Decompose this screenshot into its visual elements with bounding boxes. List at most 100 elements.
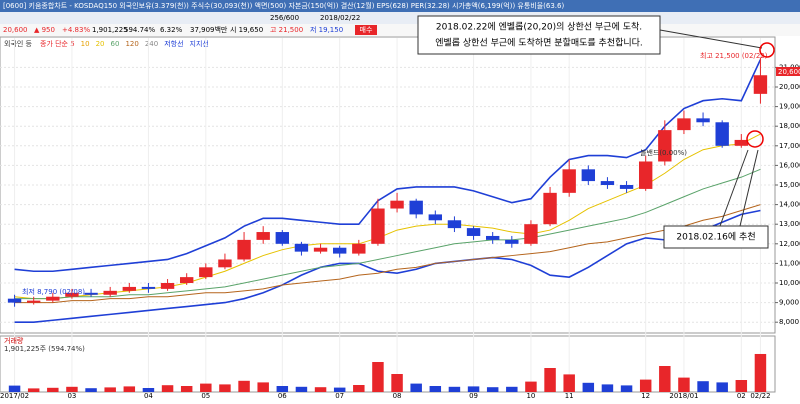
volume-bar xyxy=(544,368,556,392)
candle-body xyxy=(619,185,634,189)
candle-body xyxy=(275,232,290,244)
candle-body xyxy=(390,200,404,209)
quote-item: 37,909백만 xyxy=(190,25,228,34)
quote-item: 20,600 xyxy=(3,26,28,34)
candle-body xyxy=(677,118,691,131)
period[interactable]: 256/600 xyxy=(270,14,299,22)
candle-body xyxy=(46,296,60,301)
volume-bar xyxy=(659,366,671,392)
volume-bar xyxy=(353,385,365,392)
candle-body xyxy=(218,259,232,268)
volume-bar xyxy=(467,386,480,392)
quote-item: 저 19,150 xyxy=(310,25,343,34)
y-tick-label: 10,000 xyxy=(779,279,800,287)
window-title: [0600] 키움종합차트 - KOSDAQ150 외국인보유(3.379(천)… xyxy=(3,1,564,10)
candle-body xyxy=(84,292,98,295)
quote-item: 594.74% xyxy=(124,26,155,34)
legend-item: 60 xyxy=(111,40,120,48)
candle-body xyxy=(562,169,576,193)
legend-item: 20 xyxy=(96,40,105,48)
x-tick-label: 04 xyxy=(144,392,153,400)
x-tick-label: 2018/01 xyxy=(669,392,698,400)
toolbar xyxy=(0,12,800,24)
legend-item: 120 xyxy=(125,40,138,48)
volume-bar xyxy=(754,353,767,392)
y-tick-label: 12,000 xyxy=(779,240,800,248)
y-tick-label: 13,000 xyxy=(779,220,800,228)
candle-body xyxy=(160,283,175,289)
candle-body xyxy=(199,267,213,278)
candle-body xyxy=(103,290,117,295)
candle-body xyxy=(753,75,768,94)
y-tick-label: 14,000 xyxy=(779,201,800,209)
x-tick-label: 2017/02 xyxy=(0,392,29,400)
y-tick-label: 17,000 xyxy=(779,142,800,150)
volume-bar xyxy=(582,382,595,392)
last-price: 20,600 xyxy=(778,68,800,76)
date[interactable]: 2018/02/22 xyxy=(320,14,360,22)
y-tick-label: 9,000 xyxy=(779,299,799,307)
quote-item: ▲ 950 xyxy=(34,26,55,34)
volume-bar xyxy=(391,374,403,392)
candle-body xyxy=(26,300,41,303)
candle-body xyxy=(505,239,519,244)
quote-item: +4.83% xyxy=(62,26,90,34)
series-line xyxy=(14,204,761,304)
candle-body xyxy=(428,214,443,221)
volume-bar xyxy=(238,380,250,392)
volume-bar xyxy=(123,386,136,392)
x-tick-label: 10 xyxy=(526,392,535,400)
y-tick-label: 8,000 xyxy=(779,318,799,326)
candle-body xyxy=(581,169,596,182)
volume-bar xyxy=(314,387,327,392)
volume-bar xyxy=(295,386,308,392)
volume-bar xyxy=(697,381,709,392)
volume-bar xyxy=(27,388,40,392)
annotation: 2018.02.16에 추천 xyxy=(676,232,755,243)
buy-label[interactable]: 매수 xyxy=(360,26,373,34)
y-tick-label: 20,000 xyxy=(779,83,800,91)
annotation-box xyxy=(663,225,769,249)
volume-bar xyxy=(506,386,518,392)
legend-item: 240 xyxy=(145,40,158,48)
candle-body xyxy=(696,118,710,123)
candle-body xyxy=(485,235,500,240)
volume-bar xyxy=(104,387,116,392)
volume-bar xyxy=(333,387,346,392)
volume-bar xyxy=(639,379,652,392)
volume-bar xyxy=(601,384,614,392)
volume-bar xyxy=(525,381,537,392)
volume-bar xyxy=(8,385,21,392)
legend: 종가 단순 5 10 20 60 120 240 저항선 지지선 xyxy=(40,39,209,48)
series-line xyxy=(14,209,761,324)
low-label: 최저 8,790 (02/08) xyxy=(22,287,85,296)
title-bar xyxy=(0,0,800,12)
x-tick-label: 12 xyxy=(641,392,650,400)
x-tick-label: 08 xyxy=(393,392,402,400)
x-tick-label: 06 xyxy=(278,392,287,400)
band-label: 볼밴드(0.00%) xyxy=(640,148,687,157)
volume-bar xyxy=(85,388,97,392)
x-tick-label: 02/22 xyxy=(750,392,770,400)
x-tick-label: 05 xyxy=(201,392,210,400)
legend-item: 저항선 xyxy=(164,39,183,48)
y-tick-label: 11,000 xyxy=(779,259,800,267)
candle-body xyxy=(715,122,729,146)
highlight-circle xyxy=(746,130,764,148)
candle-body xyxy=(371,208,385,244)
volume-bar xyxy=(448,386,461,392)
buy-button[interactable] xyxy=(355,25,377,35)
series-line xyxy=(14,59,762,273)
volume-bar xyxy=(219,384,231,392)
last-tag xyxy=(776,67,800,76)
candle-body xyxy=(141,286,156,289)
y-tick-label: 15,000 xyxy=(779,181,800,189)
volume-bar xyxy=(257,382,269,392)
quote-item: 1,901,225 xyxy=(92,26,128,34)
annotation: 엔벨롭 상한선 부근에 도착하면 분할매도를 추천합니다. xyxy=(435,38,643,49)
candle-body xyxy=(638,161,653,189)
volume-panel xyxy=(0,335,776,393)
x-tick-label: 09 xyxy=(469,392,478,400)
